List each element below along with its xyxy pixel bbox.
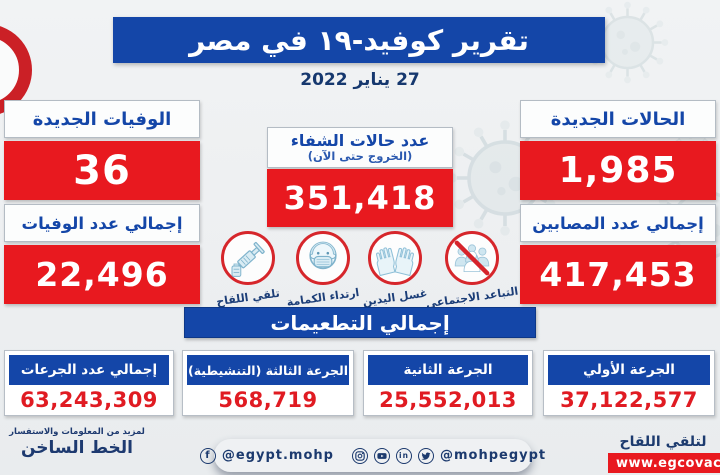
- vax-col-third-dose: الجرعة الثالثة (التنشيطية) 568,719: [182, 350, 354, 416]
- vaccinations-header: إجمالي التطعيمات: [184, 307, 536, 338]
- page-title: تقرير كوفيد-١٩ في مصر: [113, 17, 605, 63]
- first-dose-label: الجرعة الأولي: [548, 355, 710, 385]
- precaution-mask: ارتداء الكمامة: [280, 231, 366, 309]
- vaccine-cta: لتلقي اللقاح: [619, 434, 707, 450]
- hotline-block: لمزيد من المعلومات والاستفسار الخط الساخ…: [6, 427, 148, 458]
- recovered-sublabel: (الخروج حتى الآن): [307, 149, 413, 164]
- new-cases-label: الحالات الجديدة: [520, 100, 716, 138]
- vax-col-second-dose: الجرعة الثانية 25,552,013: [363, 350, 533, 416]
- third-dose-label: الجرعة الثالثة (التنشيطية): [187, 355, 349, 385]
- total-doses-label: إجمالي عدد الجرعات: [9, 355, 169, 385]
- social-distancing-icon: [445, 231, 499, 285]
- vaccine-registration-url[interactable]: www.egcovac.: [608, 453, 720, 473]
- vax-col-total-doses: إجمالي عدد الجرعات 63,243,309: [4, 350, 174, 416]
- precaution-vaccine: تلقي اللقاح: [205, 231, 291, 308]
- linkedin-icon[interactable]: in: [395, 447, 412, 464]
- instagram-icon[interactable]: [351, 447, 368, 464]
- total-doses-value: 63,243,309: [20, 388, 158, 412]
- facebook-handle[interactable]: @egypt.mohp: [221, 448, 334, 463]
- total-cases-value: 417,453: [520, 245, 716, 304]
- precaution-distancing: التباعد الاجتماعي: [424, 231, 520, 310]
- face-mask-icon: [296, 231, 350, 285]
- total-deaths-value: 22,496: [4, 245, 200, 304]
- hotline-note: لمزيد من المعلومات والاستفسار: [9, 427, 145, 437]
- new-deaths-label: الوفيات الجديدة: [4, 100, 200, 138]
- total-cases-label: إجمالي عدد المصابين: [520, 204, 716, 242]
- vax-col-first-dose: الجرعة الأولي 37,122,577: [543, 350, 715, 416]
- youtube-icon[interactable]: [373, 447, 390, 464]
- hand-washing-icon: [368, 231, 422, 285]
- third-dose-value: 568,719: [218, 388, 318, 412]
- social-media-bar: f @egypt.mohp in @mohpegypt: [199, 439, 545, 472]
- second-dose-value: 25,552,013: [379, 388, 517, 412]
- first-dose-value: 37,122,577: [560, 388, 698, 412]
- facebook-icon[interactable]: f: [199, 447, 216, 464]
- recovered-label-box: عدد حالات الشفاء (الخروج حتى الآن): [267, 127, 453, 168]
- precaution-handwash: غسل اليدين: [352, 231, 438, 308]
- vaccine-syringe-icon: [221, 231, 275, 285]
- recovered-label: عدد حالات الشفاء: [290, 130, 430, 150]
- hotline-label: الخط الساخن: [20, 438, 134, 458]
- second-dose-label: الجرعة الثانية: [368, 355, 528, 385]
- recovered-value: 351,418: [267, 169, 453, 227]
- other-handle[interactable]: @mohpegypt: [439, 448, 547, 463]
- new-cases-value: 1,985: [520, 141, 716, 200]
- total-deaths-label: إجمالي عدد الوفيات: [4, 204, 200, 242]
- new-deaths-value: 36: [4, 141, 200, 200]
- report-date: 27 يناير 2022: [300, 70, 420, 90]
- twitter-icon[interactable]: [417, 447, 434, 464]
